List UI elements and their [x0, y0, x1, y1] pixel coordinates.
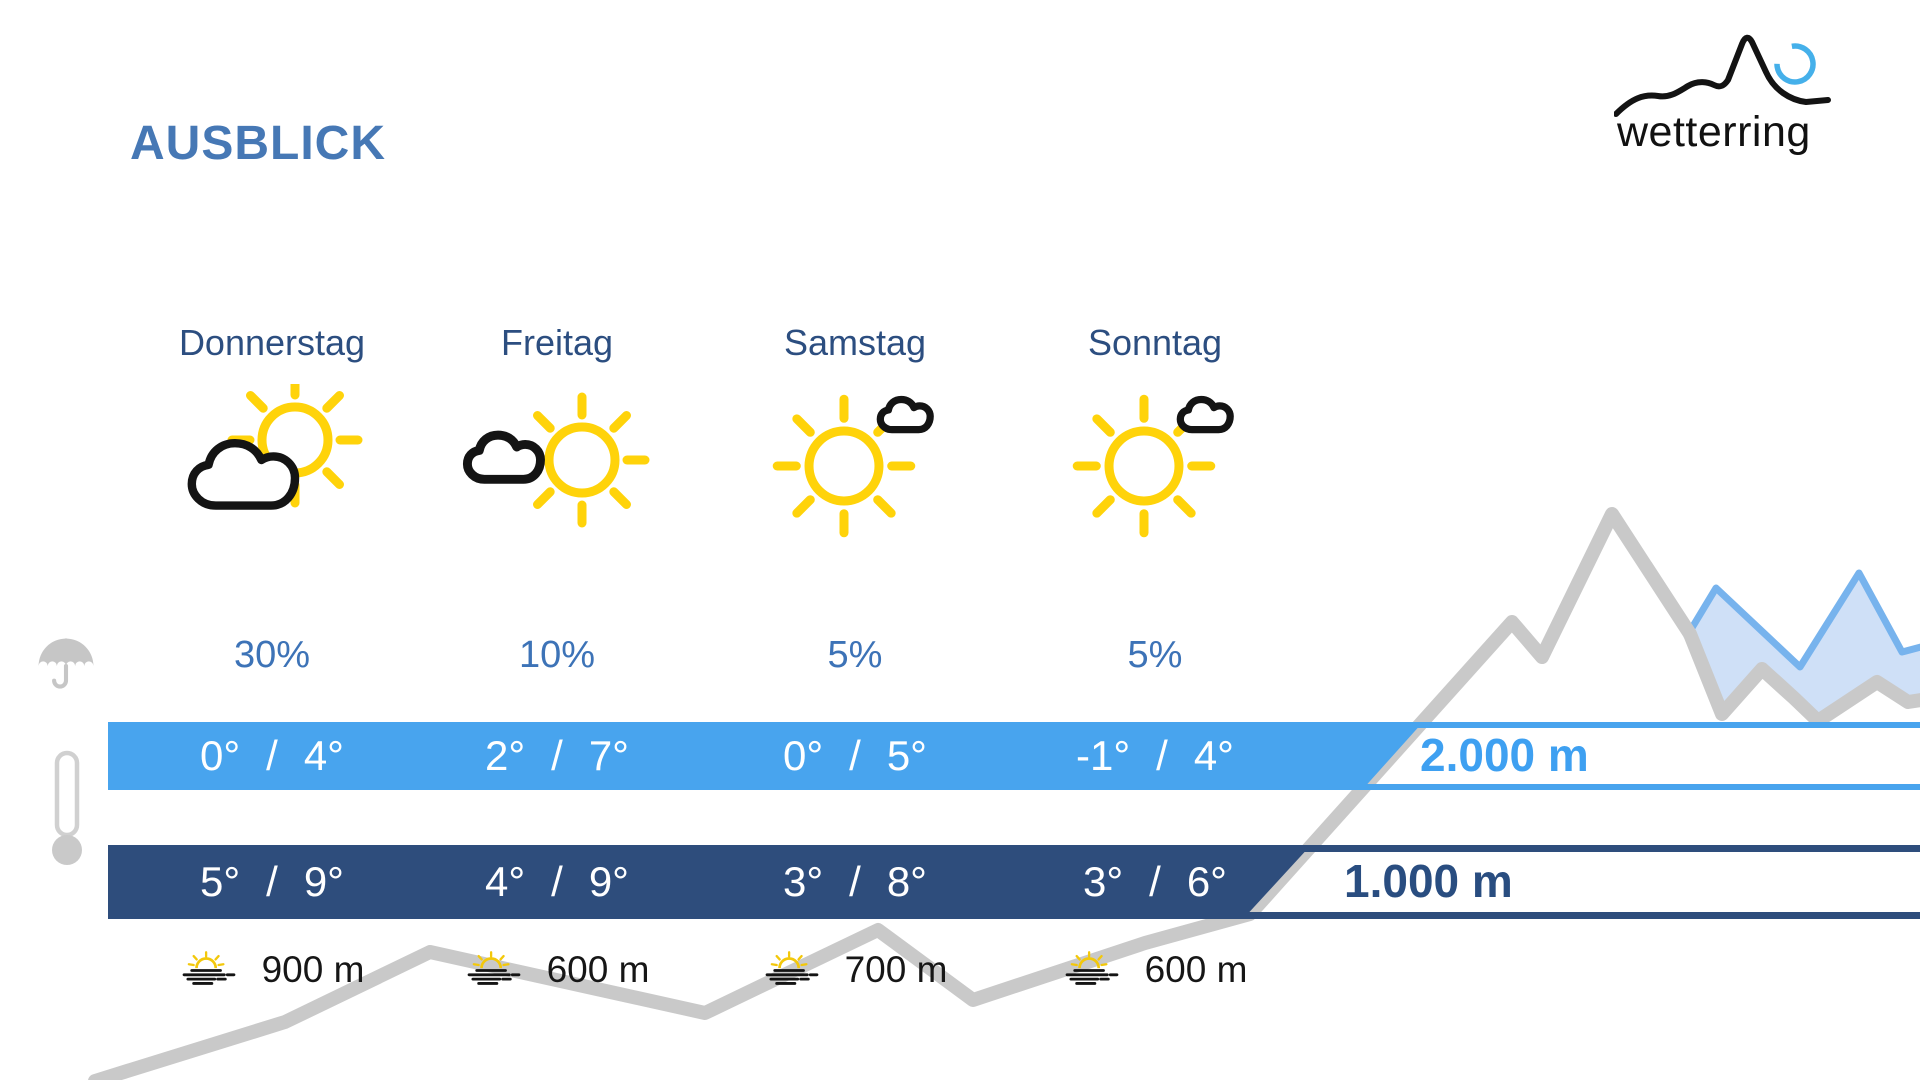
- precipitation-value: 10%: [518, 634, 596, 676]
- umbrella-icon: [38, 638, 94, 689]
- temp-min: 2°: [485, 732, 526, 779]
- wetterring-logo: wetterring: [1614, 34, 1831, 156]
- sun-fog-icon: [467, 950, 520, 985]
- fog-limit-value: 600 m: [546, 949, 650, 990]
- day-name: Sonntag: [1087, 322, 1223, 363]
- temps-2000m: 0° / 4°: [132, 722, 412, 790]
- temp-separator: /: [1156, 732, 1168, 779]
- temps-1000m: 4° / 9°: [417, 845, 697, 919]
- sun-fog-icon: [765, 950, 818, 985]
- temp-separator: /: [266, 858, 278, 905]
- fog-limit-value: 900 m: [261, 949, 365, 990]
- fog-limit: 600 m: [1015, 946, 1295, 994]
- temps-2000m: 0° / 5°: [715, 722, 995, 790]
- day-column: Samstag 5% 0° / 5° 3° / 8° 700 m: [715, 0, 995, 1080]
- sun-fog-icon: [1065, 950, 1118, 985]
- temp-min: 3°: [1083, 858, 1124, 905]
- band-2000m: [108, 722, 1423, 790]
- temps-2000m: -1° / 4°: [1015, 722, 1295, 790]
- weather-icon: [462, 384, 652, 542]
- temp-separator: /: [266, 732, 278, 779]
- temp-separator: /: [551, 858, 563, 905]
- day-column: Sonntag 5% -1° / 4° 3° / 6° 600 m: [1015, 0, 1295, 1080]
- day-name: Samstag: [783, 322, 927, 363]
- temps-1000m: 5° / 9°: [132, 845, 412, 919]
- band-label-2000m: 2.000 m: [1420, 729, 1589, 781]
- precipitation-value: 5%: [827, 634, 883, 676]
- precipitation-value: 5%: [1127, 634, 1183, 676]
- temp-max: 4°: [303, 732, 344, 779]
- band-label-1000m: 1.000 m: [1344, 855, 1513, 907]
- precipitation-value: 30%: [233, 634, 311, 676]
- fog-limit-value: 700 m: [844, 949, 948, 990]
- fog-limit: 700 m: [715, 946, 995, 994]
- snow-peak-ridge: [1683, 569, 1920, 671]
- temps-2000m: 2° / 7°: [417, 722, 697, 790]
- temp-max: 8°: [886, 858, 927, 905]
- day-column: Freitag 10% 2° / 7° 4° / 9° 600 m: [417, 0, 697, 1080]
- temp-min: 0°: [783, 732, 824, 779]
- temp-max: 7°: [588, 732, 629, 779]
- logo-mountain-icon: [1614, 34, 1831, 117]
- temp-max: 9°: [588, 858, 629, 905]
- temp-min: -1°: [1076, 732, 1131, 779]
- temps-1000m: 3° / 8°: [715, 845, 995, 919]
- band-1000m-outline: [1182, 845, 1920, 919]
- temp-max: 4°: [1193, 732, 1234, 779]
- day-name: Freitag: [500, 322, 614, 363]
- temp-separator: /: [1149, 858, 1161, 905]
- temp-separator: /: [849, 858, 861, 905]
- fog-limit: 600 m: [417, 946, 697, 994]
- day-column: Donnerstag 30% 0° / 4° 5° / 9° 900 m: [132, 0, 412, 1080]
- temp-min: 5°: [200, 858, 241, 905]
- fog-limit: 900 m: [132, 946, 412, 994]
- band-1000m: [108, 845, 1311, 919]
- temp-separator: /: [849, 732, 861, 779]
- weather-icon: [177, 384, 367, 542]
- temp-max: 6°: [1186, 858, 1227, 905]
- sun-fog-icon: [182, 950, 235, 985]
- temp-max: 5°: [886, 732, 927, 779]
- band-2000m-outline: [1250, 722, 1920, 790]
- logo-sun-icon: [1774, 43, 1816, 85]
- brand-name: wetterring: [1616, 108, 1811, 156]
- temp-min: 3°: [783, 858, 824, 905]
- temp-max: 9°: [303, 858, 344, 905]
- weather-icon: [760, 384, 950, 542]
- day-name: Donnerstag: [178, 322, 366, 363]
- temp-separator: /: [551, 732, 563, 779]
- mountain-ridge-line: [88, 507, 1920, 1080]
- temps-1000m: 3° / 6°: [1015, 845, 1295, 919]
- weather-icon: [1060, 384, 1250, 542]
- thermometer-icon: [52, 750, 82, 865]
- page-title: AUSBLICK: [130, 117, 386, 170]
- temp-min: 0°: [200, 732, 241, 779]
- temp-min: 4°: [485, 858, 526, 905]
- fog-limit-value: 600 m: [1144, 949, 1248, 990]
